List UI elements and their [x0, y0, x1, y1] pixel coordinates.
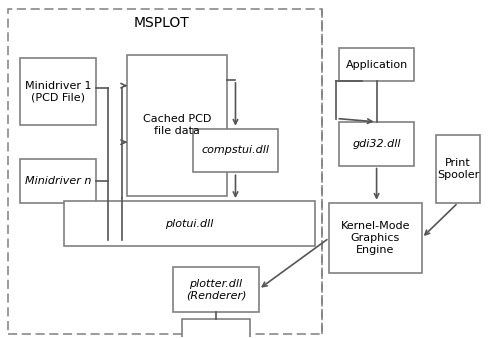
Bar — [339, 122, 414, 166]
Bar — [127, 54, 227, 196]
Bar — [64, 201, 315, 246]
Text: Kernel-Mode
Graphics
Engine: Kernel-Mode Graphics Engine — [341, 221, 410, 255]
Bar — [182, 319, 250, 338]
Text: gdi32.dll: gdi32.dll — [352, 139, 401, 149]
Bar — [20, 58, 96, 125]
Bar — [8, 9, 322, 334]
Text: compstui.dll: compstui.dll — [202, 145, 269, 155]
Text: plotter.dll
(Renderer): plotter.dll (Renderer) — [186, 279, 246, 300]
Bar — [436, 135, 480, 203]
Text: plotui.dll: plotui.dll — [165, 219, 213, 229]
Text: Cached PCD
file data: Cached PCD file data — [143, 115, 211, 136]
Text: Minidriver n: Minidriver n — [25, 176, 91, 186]
Bar — [193, 128, 278, 172]
Bar — [329, 203, 422, 273]
Text: Application: Application — [346, 59, 408, 70]
Text: MSPLOT: MSPLOT — [133, 16, 189, 30]
Text: Print
Spooler: Print Spooler — [437, 158, 479, 180]
Bar — [173, 267, 259, 312]
Bar — [20, 159, 96, 203]
Bar — [339, 48, 414, 81]
Text: Minidriver 1
(PCD File): Minidriver 1 (PCD File) — [24, 81, 91, 102]
